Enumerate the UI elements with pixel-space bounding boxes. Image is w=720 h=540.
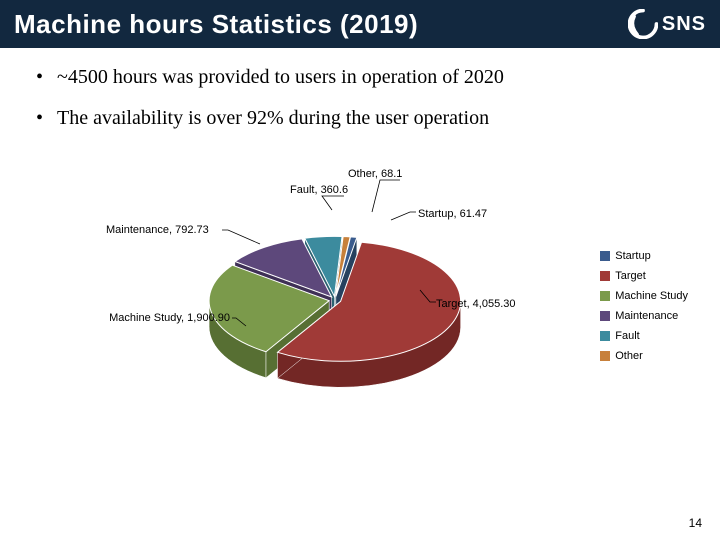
data-label-fault: Fault, 360.6	[290, 184, 348, 196]
bullet-text: ~4500 hours was provided to users in ope…	[57, 66, 504, 89]
legend-swatch	[600, 351, 610, 361]
legend-item: Target	[600, 270, 688, 282]
legend-item: Maintenance	[600, 310, 688, 322]
page-title: Machine hours Statistics (2019)	[14, 9, 628, 40]
legend-swatch	[600, 251, 610, 261]
legend-label: Machine Study	[615, 290, 688, 302]
title-bar: Machine hours Statistics (2019) SNS	[0, 0, 720, 48]
pie-chart: Startup, 61.47 Target, 4,055.30 Machine …	[110, 160, 670, 480]
legend-swatch	[600, 271, 610, 281]
legend-swatch	[600, 311, 610, 321]
legend-swatch	[600, 291, 610, 301]
legend: Startup Target Machine Study Maintenance Fau…	[600, 250, 688, 370]
legend-label: Maintenance	[615, 310, 678, 322]
legend-label: Target	[615, 270, 646, 282]
legend-item: Machine Study	[600, 290, 688, 302]
data-label-target: Target, 4,055.30	[436, 298, 516, 310]
logo: SNS	[628, 9, 706, 39]
data-label-startup: Startup, 61.47	[418, 208, 487, 220]
bullet-list: ~4500 hours was provided to users in ope…	[0, 48, 720, 158]
bullet-item: ~4500 hours was provided to users in ope…	[30, 66, 690, 89]
data-label-other: Other, 68.1	[348, 168, 402, 180]
page-number: 14	[689, 516, 702, 530]
data-label-maintenance: Maintenance, 792.73	[106, 224, 209, 236]
data-label-machine-study: Machine Study, 1,900.90	[100, 312, 230, 324]
logo-swoosh-icon	[628, 9, 658, 39]
legend-swatch	[600, 331, 610, 341]
legend-label: Startup	[615, 250, 650, 262]
logo-text: SNS	[662, 13, 706, 36]
legend-label: Other	[615, 350, 643, 362]
legend-item: Startup	[600, 250, 688, 262]
legend-item: Other	[600, 350, 688, 362]
bullet-item: The availability is over 92% during the …	[30, 107, 690, 130]
bullet-text: The availability is over 92% during the …	[57, 107, 489, 130]
legend-label: Fault	[615, 330, 639, 342]
pie-chart-svg	[110, 160, 530, 460]
legend-item: Fault	[600, 330, 688, 342]
